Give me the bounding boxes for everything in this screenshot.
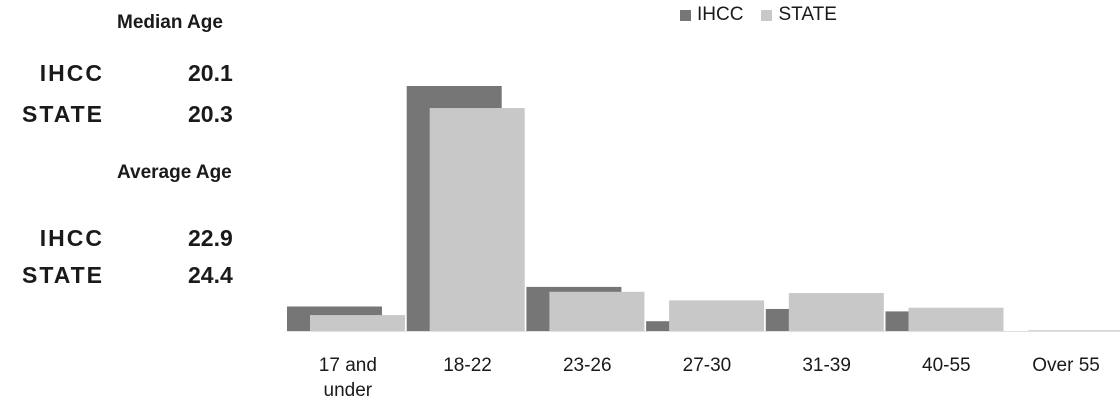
bar-state-4 xyxy=(788,293,884,331)
legend-label-state: STATE xyxy=(778,4,837,25)
average-age-heading: Average Age xyxy=(117,162,232,183)
x-tick-label-2: 23-26 xyxy=(563,355,612,376)
average-ihcc-label: IHCC xyxy=(39,225,104,251)
x-tick-label-4: 31-39 xyxy=(802,355,851,376)
bar-state-6 xyxy=(1028,330,1120,331)
x-tick-label-0: 17 and under xyxy=(319,355,377,401)
bar-state-1 xyxy=(429,108,525,331)
bar-state-0 xyxy=(310,315,405,331)
bar-state-2 xyxy=(549,291,645,331)
legend-label-ihcc: IHCC xyxy=(697,4,744,25)
bar-state-3 xyxy=(669,300,765,331)
average-ihcc-value: 22.9 xyxy=(188,225,233,251)
legend-item-state: STATE xyxy=(761,4,837,26)
legend-swatch-state xyxy=(761,9,773,21)
x-tick-label-1: 18-22 xyxy=(443,355,492,376)
median-age-heading: Median Age xyxy=(117,12,223,33)
average-state-label: STATE xyxy=(22,262,104,288)
legend-item-ihcc: IHCC xyxy=(680,4,743,26)
x-tick-label-5: 40-55 xyxy=(922,355,971,376)
median-ihcc-label: IHCC xyxy=(39,60,104,86)
x-tick-label-3: 27-30 xyxy=(683,355,732,376)
legend-swatch-ihcc xyxy=(680,9,691,21)
median-state-value: 20.3 xyxy=(188,101,233,127)
bar-state-5 xyxy=(908,307,1004,331)
average-state-value: 24.4 xyxy=(188,262,233,288)
chart-legend: IHCC STATE xyxy=(680,4,855,26)
median-state-label: STATE xyxy=(22,101,104,127)
x-tick-label-6: Over 55 xyxy=(1032,355,1100,376)
median-ihcc-value: 20.1 xyxy=(188,60,233,86)
